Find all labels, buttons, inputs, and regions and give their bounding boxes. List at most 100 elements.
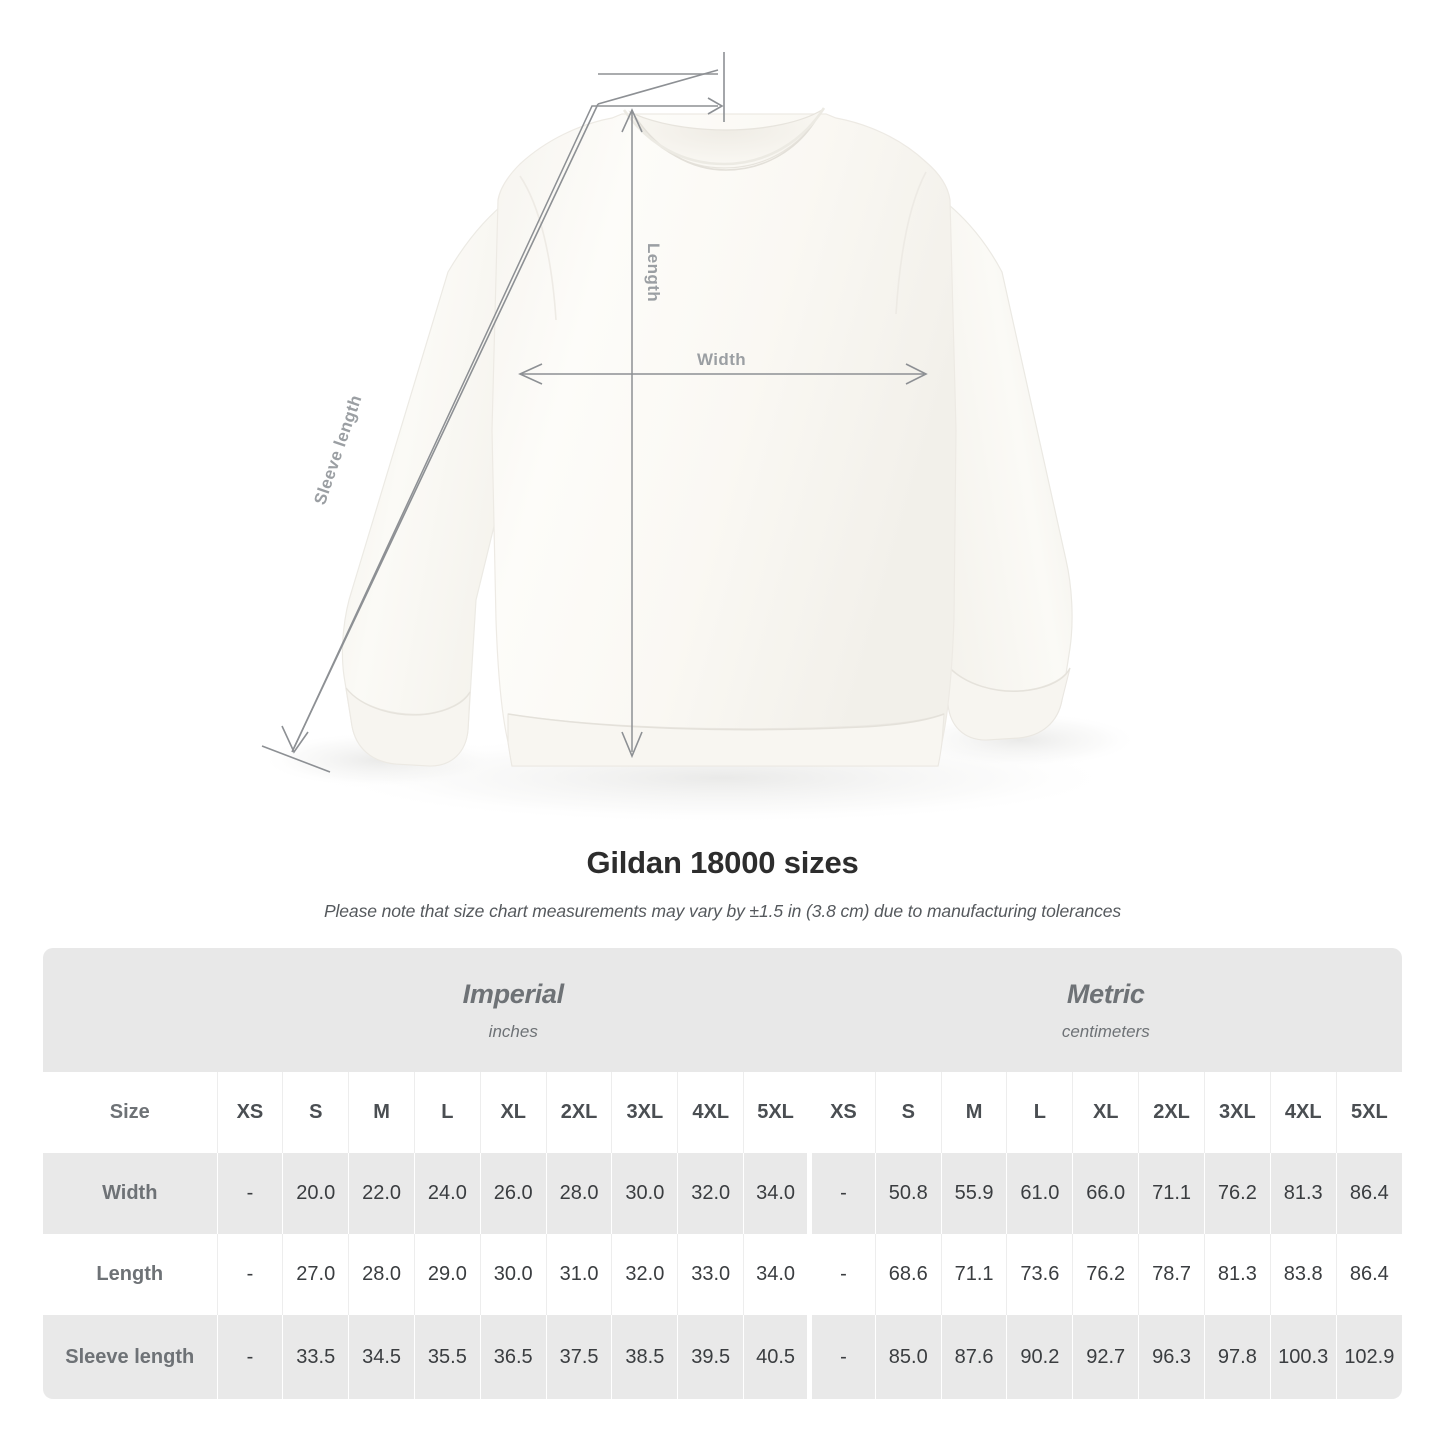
cell-width-imperial-XS-text: - xyxy=(246,1182,254,1204)
cell-sleeve-length-metric-3XL-text: 97.8 xyxy=(1217,1345,1257,1368)
cell-sleeve-length-imperial-4XL: 39.5 xyxy=(677,1315,744,1399)
table-row: Sleeve length - 33.5 34.5 35.5 36.5 37.5 38.5 39… xyxy=(43,1315,1403,1399)
cell-width-imperial-M-text: 22.0 xyxy=(362,1182,402,1204)
cell-sleeve-length-imperial-4XL-text: 39.5 xyxy=(691,1345,731,1368)
header-size-metric-XL: XL xyxy=(1072,1072,1139,1153)
unit-banner-spacer xyxy=(43,948,217,1072)
width-dimension-label: Width xyxy=(697,350,747,369)
header-size-metric-XS-text: XS xyxy=(830,1101,857,1123)
cell-width-imperial-4XL: 32.0 xyxy=(677,1153,744,1234)
cell-sleeve-length-metric-XS: - xyxy=(807,1315,876,1399)
cell-sleeve-length-metric-L: 90.2 xyxy=(1006,1315,1073,1399)
cell-sleeve-length-imperial-XL-text: 36.5 xyxy=(493,1345,533,1368)
cell-sleeve-length-metric-5XL: 102.9 xyxy=(1335,1315,1403,1399)
header-size-imperial-5XL-text: 5XL xyxy=(757,1101,794,1123)
cell-length-imperial-S-text: 27.0 xyxy=(296,1263,336,1285)
header-size-imperial-XS: XS xyxy=(216,1072,283,1153)
cell-length-imperial-5XL-text: 34.0 xyxy=(756,1263,796,1285)
cell-sleeve-length-imperial-M: 34.5 xyxy=(348,1315,415,1399)
header-size-imperial-S-text: S xyxy=(309,1101,323,1123)
cell-width-imperial-L: 24.0 xyxy=(413,1153,481,1234)
cell-sleeve-length-metric-2XL-text: 96.3 xyxy=(1152,1345,1192,1368)
cell-length-metric-XS-text: - xyxy=(840,1263,847,1285)
cell-width-imperial-XS: - xyxy=(216,1153,283,1234)
header-size-label: Size xyxy=(43,1072,217,1153)
cell-length-metric-S-text: 68.6 xyxy=(888,1263,928,1285)
header-size-metric-M-text: M xyxy=(965,1101,983,1123)
cell-width-imperial-M: 22.0 xyxy=(348,1153,415,1234)
cell-length-imperial-M-text: 28.0 xyxy=(362,1263,402,1285)
header-size-label-text: Size xyxy=(109,1101,150,1123)
header-size-imperial-XS-text: XS xyxy=(236,1101,264,1123)
cell-width-imperial-5XL-text: 34.0 xyxy=(756,1182,796,1204)
header-size-metric-4XL-text: 4XL xyxy=(1284,1101,1322,1123)
cell-sleeve-length-metric-M-text: 87.6 xyxy=(954,1345,994,1368)
header-size-metric-XS: XS xyxy=(807,1072,876,1153)
cell-length-metric-3XL: 81.3 xyxy=(1203,1234,1271,1315)
cell-sleeve-length-imperial-M-text: 34.5 xyxy=(362,1345,402,1368)
cell-sleeve-length-metric-XL-text: 92.7 xyxy=(1086,1345,1126,1368)
header-size-imperial-4XL: 4XL xyxy=(677,1072,744,1153)
header-size-imperial-2XL: 2XL xyxy=(545,1072,612,1153)
cell-length-metric-5XL-text: 86.4 xyxy=(1349,1263,1389,1285)
cell-length-metric-4XL: 83.8 xyxy=(1269,1234,1337,1315)
table-row: Width - 20.0 22.0 24.0 26.0 28.0 30.0 32.0 34.0 - 5… xyxy=(43,1153,1403,1234)
cell-width-imperial-2XL-text: 28.0 xyxy=(559,1182,599,1204)
cell-width-metric-3XL: 76.2 xyxy=(1203,1153,1271,1234)
row-label-length-text: Length xyxy=(96,1263,164,1285)
cell-sleeve-length-imperial-XS: - xyxy=(216,1315,283,1399)
unit-header-metric: Metric centimeters xyxy=(809,948,1403,1072)
header-size-imperial-4XL-text: 4XL xyxy=(692,1101,730,1123)
garment-diagram: Length Width Sleeve length xyxy=(260,52,1140,824)
unit-name-metric: Metric xyxy=(1066,978,1145,1009)
cell-width-metric-M: 55.9 xyxy=(940,1153,1007,1234)
cell-length-imperial-L: 29.0 xyxy=(413,1234,481,1315)
cell-sleeve-length-imperial-S: 33.5 xyxy=(282,1315,349,1399)
cell-length-metric-L: 73.6 xyxy=(1006,1234,1073,1315)
cell-sleeve-length-imperial-XS-text: - xyxy=(246,1345,254,1368)
header-size-metric-5XL: 5XL xyxy=(1335,1072,1403,1153)
cell-sleeve-length-imperial-3XL-text: 38.5 xyxy=(625,1345,665,1368)
cell-length-metric-XS: - xyxy=(807,1234,876,1315)
table-header-row: Size XS S M L XL 2XL 3XL 4XL 5XL XS S M L XL 2XL 3XL 4XL 5… xyxy=(43,1072,1403,1153)
cell-width-metric-XL-text: 66.0 xyxy=(1086,1182,1126,1204)
cell-sleeve-length-metric-L-text: 90.2 xyxy=(1020,1345,1060,1368)
cell-width-metric-XS: - xyxy=(807,1153,876,1234)
cell-sleeve-length-metric-M: 87.6 xyxy=(940,1315,1007,1399)
header-size-metric-XL-text: XL xyxy=(1092,1101,1119,1123)
header-size-imperial-L-text: L xyxy=(441,1101,454,1123)
cell-length-imperial-3XL-text: 32.0 xyxy=(625,1263,665,1285)
cell-length-imperial-4XL: 33.0 xyxy=(677,1234,744,1315)
cell-length-metric-L-text: 73.6 xyxy=(1020,1263,1060,1285)
cell-width-metric-XS-text: - xyxy=(840,1182,847,1204)
row-label-sleeve-length: Sleeve length xyxy=(43,1315,217,1399)
cell-length-imperial-3XL: 32.0 xyxy=(611,1234,678,1315)
cell-sleeve-length-imperial-XL: 36.5 xyxy=(479,1315,547,1399)
header-size-imperial-S: S xyxy=(282,1072,349,1153)
cell-width-metric-M-text: 55.9 xyxy=(954,1182,994,1204)
cell-length-imperial-5XL: 34.0 xyxy=(743,1234,810,1315)
cell-length-metric-M: 71.1 xyxy=(940,1234,1007,1315)
cell-width-metric-4XL: 81.3 xyxy=(1269,1153,1337,1234)
cell-sleeve-length-imperial-3XL: 38.5 xyxy=(611,1315,678,1399)
header-size-imperial-3XL-text: 3XL xyxy=(626,1101,664,1123)
header-size-imperial-M: M xyxy=(348,1072,415,1153)
cell-length-metric-4XL-text: 83.8 xyxy=(1283,1263,1323,1285)
size-chart-table: Imperial inches Metric centimeters Size XS S M L… xyxy=(43,948,1403,1399)
cell-sleeve-length-imperial-5XL-text: 40.5 xyxy=(756,1345,796,1368)
cell-length-imperial-XL: 30.0 xyxy=(479,1234,547,1315)
header-size-metric-3XL: 3XL xyxy=(1203,1072,1271,1153)
cell-width-metric-5XL-text: 86.4 xyxy=(1349,1182,1389,1204)
cell-width-imperial-L-text: 24.0 xyxy=(427,1182,467,1204)
cell-width-metric-XL: 66.0 xyxy=(1072,1153,1139,1234)
cell-length-metric-3XL-text: 81.3 xyxy=(1217,1263,1257,1285)
cell-sleeve-length-metric-XS-text: - xyxy=(840,1345,847,1368)
header-size-imperial-L: L xyxy=(413,1072,481,1153)
cell-width-metric-4XL-text: 81.3 xyxy=(1283,1182,1323,1204)
unit-name-imperial: Imperial xyxy=(462,978,564,1009)
size-chart-table-wrap: Imperial inches Metric centimeters Size XS S M L… xyxy=(43,948,1403,1399)
header-size-metric-S: S xyxy=(874,1072,942,1153)
header-size-imperial-M-text: M xyxy=(373,1101,390,1123)
cell-sleeve-length-imperial-L: 35.5 xyxy=(413,1315,481,1399)
cell-length-imperial-XL-text: 30.0 xyxy=(493,1263,533,1285)
